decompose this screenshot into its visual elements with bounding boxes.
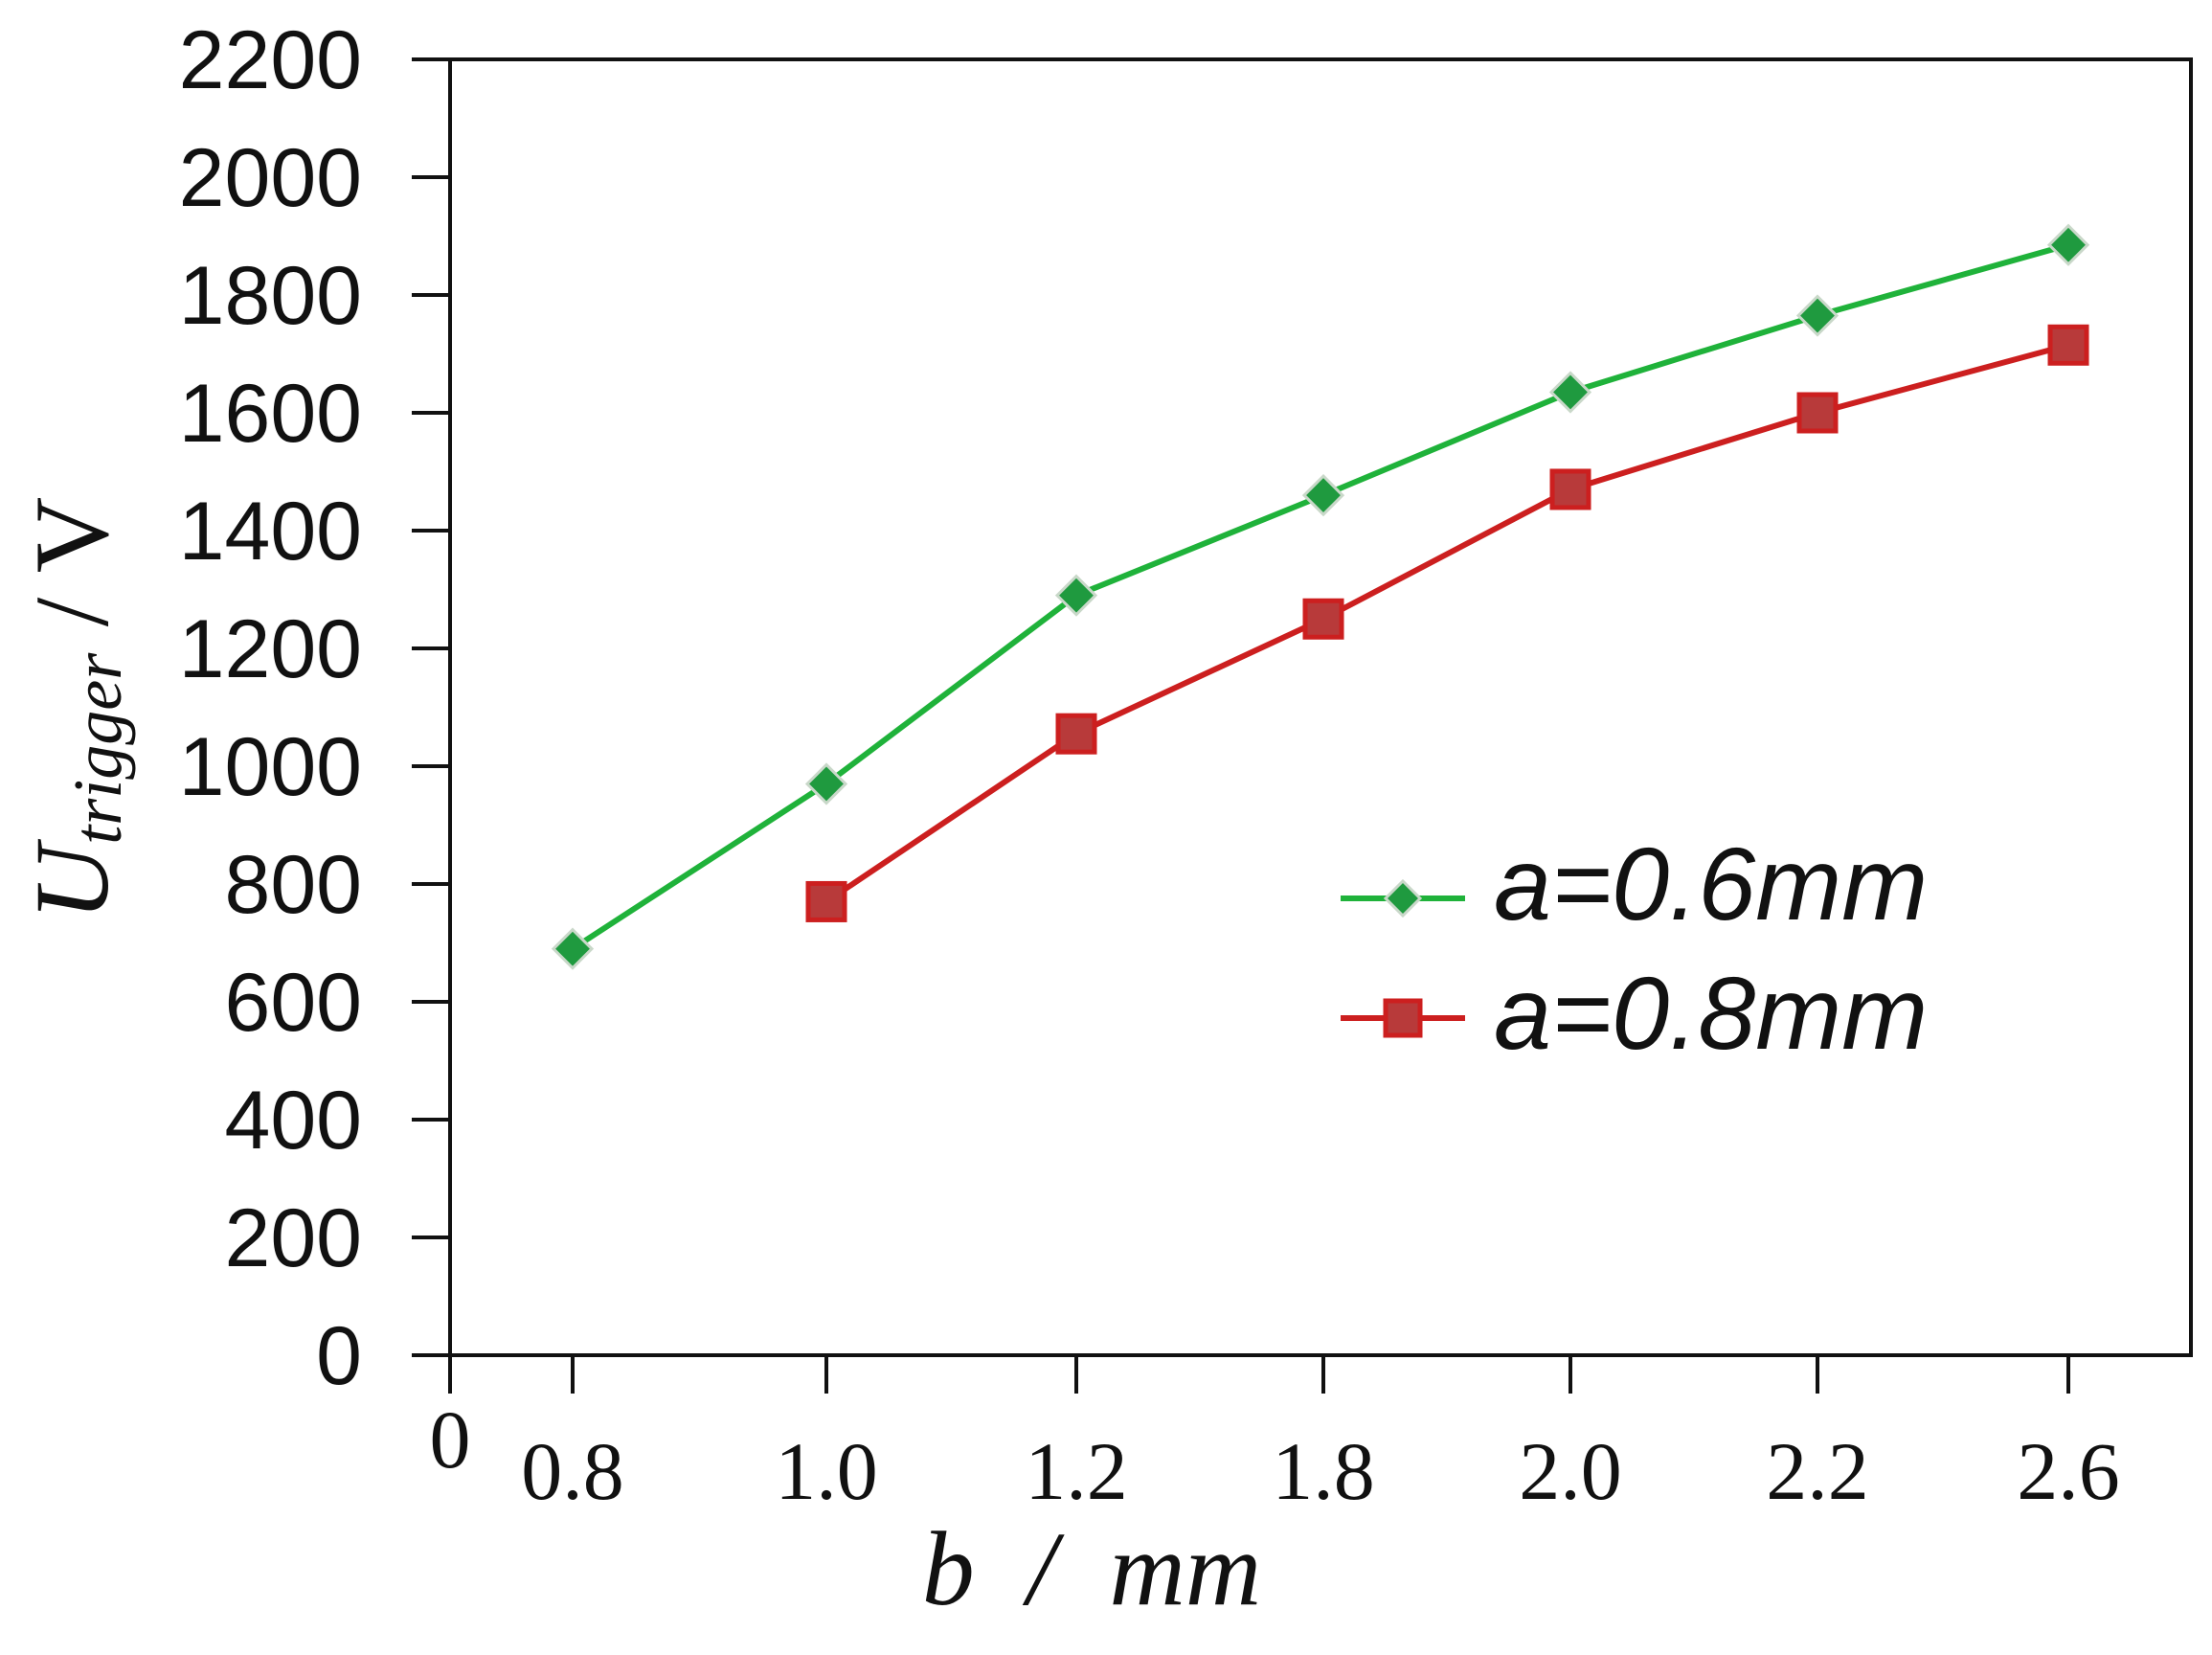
y-tick-label: 600 [225, 957, 363, 1049]
x-axis-title-var: b [922, 1510, 975, 1627]
series-0-point [1548, 371, 1592, 414]
y-axis-title-subscript: trigger [59, 652, 136, 845]
y-tick-label: 1600 [179, 368, 362, 460]
series-0-point [2046, 223, 2090, 266]
x-tick-label: 2.2 [1766, 1425, 1869, 1517]
legend-label-a08: a=0.8mm [1494, 955, 1928, 1071]
legend-label-a06: a=0.6mm [1494, 826, 1928, 941]
y-tick-label: 1200 [179, 603, 362, 695]
series-line-1 [824, 342, 2069, 904]
plot-frame [448, 57, 2193, 1357]
series-0-point [804, 762, 848, 805]
legend: a=0.6mm a=0.8mm [1341, 826, 1928, 1071]
x-axis-title: b / mm [922, 1510, 1261, 1627]
y-tick-label: 1400 [179, 486, 362, 578]
series-layer [551, 223, 2090, 970]
x-origin-label: 0 [430, 1394, 471, 1485]
legend-marker-a06 [1383, 878, 1423, 918]
y-tick-label: 0 [316, 1310, 362, 1402]
y-tick-label: 1000 [179, 721, 362, 813]
series-0-point [1301, 473, 1345, 517]
legend-marker-a08 [1383, 998, 1423, 1038]
series-1-point [2047, 324, 2089, 366]
y-tick-label: 400 [225, 1075, 363, 1167]
y-tick-label: 2200 [179, 14, 362, 106]
series-0-point [1054, 574, 1098, 617]
series-0-point [1795, 294, 1840, 337]
y-tick-label: 200 [225, 1192, 363, 1284]
series-1-point [1796, 392, 1839, 434]
legend-item-a08: a=0.8mm [1341, 955, 1928, 1071]
series-1-point [1302, 598, 1344, 640]
x-tick-label: 2.6 [2017, 1425, 2120, 1517]
x-tick-label: 0.8 [521, 1425, 624, 1517]
series-1-point [1549, 468, 1591, 510]
x-tick-label: 1.0 [775, 1425, 878, 1517]
y-axis-title-main: U [13, 838, 130, 920]
legend-item-a06: a=0.6mm [1341, 826, 1928, 941]
series-1-point [805, 880, 847, 922]
series-1-point [1055, 713, 1097, 755]
x-axis: 0.8 1.0 1.2 1.8 2.0 2.2 2.6 [448, 1355, 2120, 1517]
y-axis-title-unit: / V [13, 497, 130, 653]
y-tick-label: 1800 [179, 250, 362, 342]
x-axis-title-unit: / mm [975, 1510, 1261, 1627]
y-axis-title: Utrigger / V [13, 497, 136, 920]
x-tick-label: 2.0 [1519, 1425, 1622, 1517]
y-tick-label: 800 [225, 839, 363, 931]
y-tick-label: 2000 [179, 132, 362, 224]
x-tick-label: 1.8 [1272, 1425, 1375, 1517]
x-tick-label: 1.2 [1025, 1425, 1128, 1517]
y-axis: 0 200 400 600 800 1000 1200 1400 1600 1800 2000 220… [179, 14, 450, 1402]
series-0-point [551, 927, 595, 970]
